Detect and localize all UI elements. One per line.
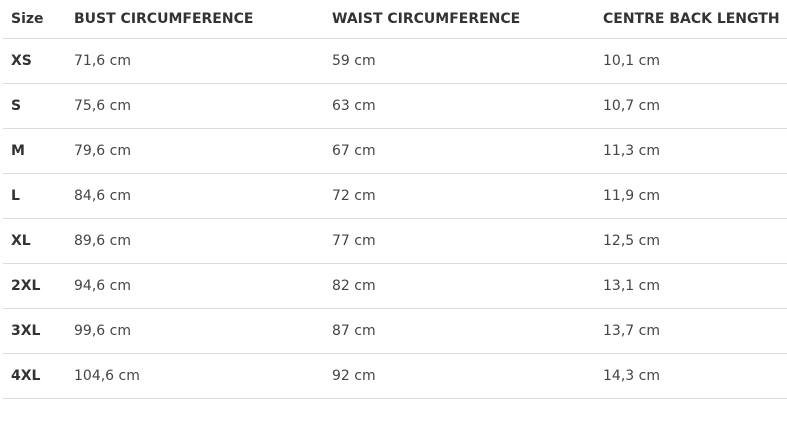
- table-cell: 72 cm: [332, 188, 376, 204]
- table-cell: 92 cm: [332, 368, 376, 384]
- table-cell: 13,1 cm: [603, 278, 660, 294]
- table-cell: 63 cm: [332, 98, 376, 114]
- table-cell: 84,6 cm: [74, 188, 131, 204]
- table-cell: 12,5 cm: [603, 233, 660, 249]
- table-cell: BUST CIRCUMFERENCE: [74, 11, 254, 27]
- table-cell: Size: [11, 11, 44, 27]
- table-cell: 2XL: [11, 278, 41, 294]
- table-cell: 10,7 cm: [603, 98, 660, 114]
- table-cell: 94,6 cm: [74, 278, 131, 294]
- table-row: 4XL 104,6 cm 92 cm 14,3 cm: [3, 354, 787, 399]
- table-cell: 77 cm: [332, 233, 376, 249]
- table-cell: 89,6 cm: [74, 233, 131, 249]
- table-cell: S: [11, 98, 22, 114]
- table-cell: XS: [11, 53, 32, 69]
- table-row: L 84,6 cm 72 cm 11,9 cm: [3, 174, 787, 219]
- table-row: XL 89,6 cm 77 cm 12,5 cm: [3, 219, 787, 264]
- table-cell: 11,3 cm: [603, 143, 660, 159]
- header-row: Size BUST CIRCUMFERENCE WAIST CIRCUMFERENC…: [3, 0, 787, 39]
- table-cell: 67 cm: [332, 143, 376, 159]
- table-row: S 75,6 cm 63 cm 10,7 cm: [3, 84, 787, 129]
- table-cell: 75,6 cm: [74, 98, 131, 114]
- table-row: XS 71,6 cm 59 cm 10,1 cm: [3, 39, 787, 84]
- table-cell: 10,1 cm: [603, 53, 660, 69]
- table-cell: L: [11, 188, 20, 204]
- table-cell: 13,7 cm: [603, 323, 660, 339]
- table-cell: 4XL: [11, 368, 41, 384]
- table-cell: M: [11, 143, 25, 159]
- table-row: 3XL 99,6 cm 87 cm 13,7 cm: [3, 309, 787, 354]
- table-cell: 82 cm: [332, 278, 376, 294]
- table-cell: 11,9 cm: [603, 188, 660, 204]
- table-cell: 99,6 cm: [74, 323, 131, 339]
- table-cell: 104,6 cm: [74, 368, 140, 384]
- table-cell: 71,6 cm: [74, 53, 131, 69]
- table-row: 2XL 94,6 cm 82 cm 13,1 cm: [3, 264, 787, 309]
- table-row: M 79,6 cm 67 cm 11,3 cm: [3, 129, 787, 174]
- table-cell: WAIST CIRCUMFERENCE: [332, 11, 521, 27]
- table-cell: 59 cm: [332, 53, 376, 69]
- table-cell: 3XL: [11, 323, 41, 339]
- table-cell: 14,3 cm: [603, 368, 660, 384]
- table-cell: 79,6 cm: [74, 143, 131, 159]
- table-cell: CENTRE BACK LENGTH: [603, 11, 780, 27]
- table-cell: 87 cm: [332, 323, 376, 339]
- table-cell: XL: [11, 233, 31, 249]
